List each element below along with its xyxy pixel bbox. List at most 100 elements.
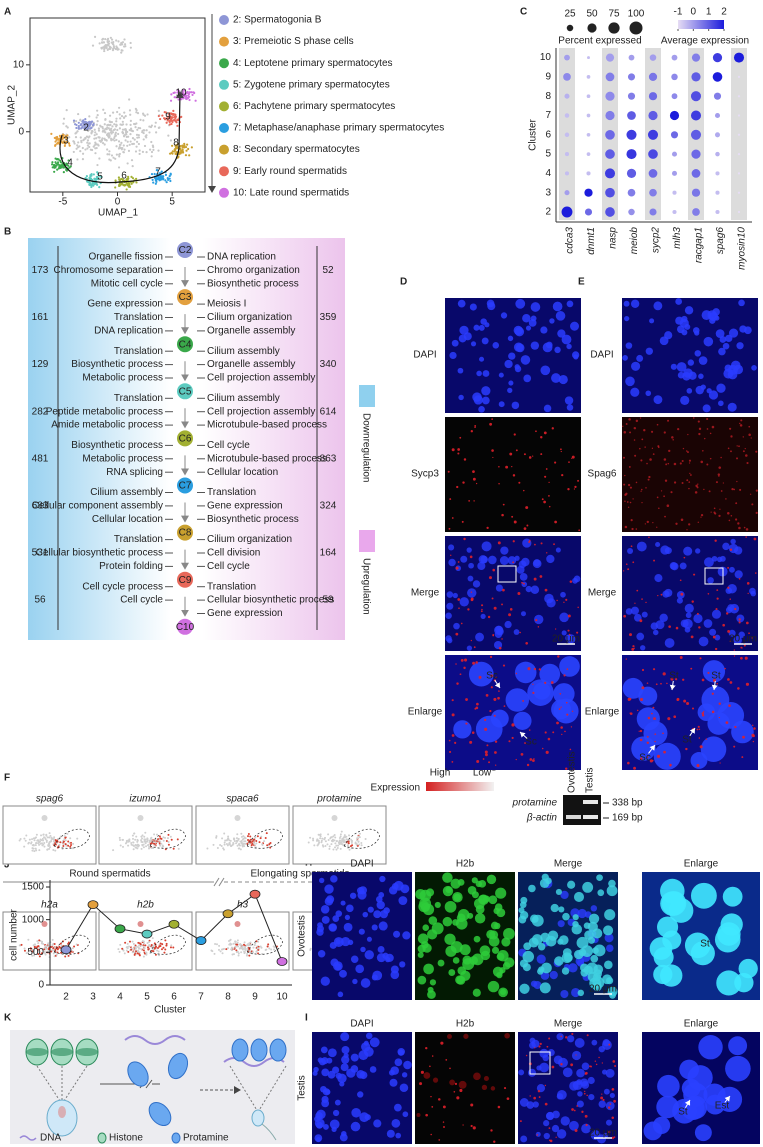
cell-signal <box>425 1047 427 1049</box>
cell-dot <box>73 120 75 122</box>
cell-signal <box>636 633 644 641</box>
cluster-label: 4 <box>67 158 73 169</box>
cell-dot <box>95 116 97 118</box>
cell-signal <box>529 729 530 730</box>
cell-signal <box>696 386 704 394</box>
cell-dot <box>45 835 47 837</box>
cell-signal <box>459 1089 462 1092</box>
cell-signal <box>336 1073 342 1079</box>
cell-signal <box>357 1091 363 1097</box>
cell-signal <box>540 575 543 578</box>
legend-swatch <box>219 80 229 90</box>
cell-signal <box>492 569 495 572</box>
trajectory <box>60 92 180 183</box>
cell-dot <box>265 837 267 839</box>
cell-signal <box>699 428 701 430</box>
cell-signal <box>567 630 569 632</box>
cell-dot <box>195 100 197 102</box>
cell-dot <box>246 955 248 957</box>
cell-signal <box>560 1036 562 1038</box>
cell-signal <box>479 325 485 331</box>
cell-dot <box>139 119 141 121</box>
cell-dot <box>151 842 153 844</box>
cell-signal <box>627 548 633 554</box>
cell-signal <box>740 424 743 427</box>
cell-dot <box>343 836 345 838</box>
cell-signal <box>402 1072 407 1077</box>
cell-dot <box>135 111 137 113</box>
x-tick-label: 5 <box>169 197 175 208</box>
cell-signal <box>640 698 643 701</box>
cell-dot <box>234 940 236 942</box>
cell-signal <box>330 875 338 883</box>
cell-dot <box>112 43 114 45</box>
go-term: DNA replication <box>207 252 276 263</box>
cell-signal <box>697 486 699 488</box>
cell-dot <box>45 947 47 949</box>
cell-signal <box>529 758 532 761</box>
cell-signal <box>538 626 539 627</box>
cell-signal <box>521 753 524 756</box>
dot <box>672 152 677 157</box>
cell-dot <box>236 833 238 835</box>
cell-dot <box>171 839 173 841</box>
cell-dot <box>142 151 144 153</box>
cell-signal <box>483 758 485 760</box>
cell-signal <box>698 433 700 435</box>
cell-dot <box>145 954 147 956</box>
cell-signal <box>511 516 513 518</box>
cell-signal <box>479 357 484 362</box>
cell-dot <box>248 942 250 944</box>
cell-signal <box>713 512 715 514</box>
cell-dot <box>221 949 223 951</box>
cell-dot <box>331 840 333 842</box>
cell-dot <box>238 847 240 849</box>
cell-dot <box>117 133 119 135</box>
cell-signal <box>335 939 340 944</box>
cell-dot <box>123 38 125 40</box>
cell-dot <box>54 137 56 139</box>
cell-signal <box>624 475 625 476</box>
cell-signal <box>591 1040 597 1046</box>
cell-signal <box>467 588 476 597</box>
cell-signal <box>520 897 527 904</box>
cell-signal <box>712 556 718 562</box>
cell-signal <box>468 563 474 569</box>
cell-signal <box>665 480 667 482</box>
cell-dot <box>150 837 152 839</box>
point <box>142 930 152 938</box>
cell-signal <box>697 483 698 484</box>
cell-signal <box>458 561 460 563</box>
cell-signal <box>733 489 735 491</box>
cell-signal <box>723 887 743 907</box>
nucleus <box>58 1106 66 1118</box>
cell-dot <box>121 839 123 841</box>
cell-dot <box>227 837 229 839</box>
cell-signal <box>729 428 731 430</box>
cell-dot <box>151 950 153 952</box>
go-term: Cellular component assembly <box>32 501 163 512</box>
dot <box>587 56 590 59</box>
cell-signal <box>736 342 743 349</box>
cell-signal <box>734 546 742 554</box>
cell-signal <box>526 1101 534 1109</box>
cell-signal <box>542 748 544 750</box>
cell-signal <box>545 1085 546 1086</box>
cell-signal <box>653 453 655 455</box>
cell-signal <box>328 923 337 932</box>
legend-tick: 75 <box>608 9 620 20</box>
cell-dot <box>107 49 109 51</box>
row-label: Enlarge <box>408 707 443 718</box>
cell-dot <box>187 148 189 150</box>
panel-letter: D <box>400 277 407 288</box>
cell-dot <box>238 843 240 845</box>
cell-dot <box>335 849 337 851</box>
dot <box>565 133 570 138</box>
cell-signal <box>685 604 694 613</box>
cell-dot <box>90 132 92 134</box>
legend-label: 8: Secondary spermatocytes <box>233 144 360 155</box>
cluster-label: 5 <box>97 172 103 183</box>
cell-signal <box>653 668 655 670</box>
dot <box>672 171 677 176</box>
break-mark <box>219 878 224 886</box>
